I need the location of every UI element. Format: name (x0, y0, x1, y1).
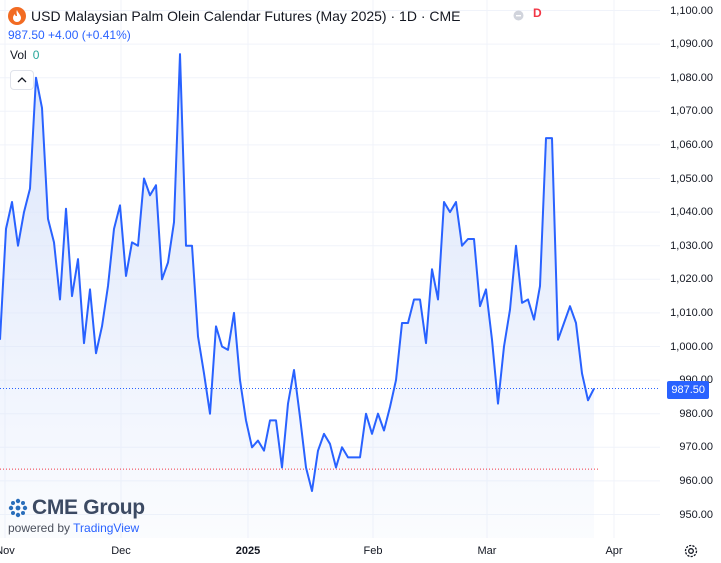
price-axis-tick: 1,040.00 (670, 206, 713, 219)
price-axis-tick: 1,030.00 (670, 239, 713, 252)
branding: CME Group powered by TradingView (8, 496, 145, 535)
symbol-title[interactable]: USD Malaysian Palm Olein Calendar Future… (31, 8, 461, 24)
time-axis-tick: Mar (477, 545, 497, 557)
delayed-data-badge[interactable]: D (533, 6, 542, 20)
price-axis-tick: 1,050.00 (670, 172, 713, 185)
powered-by-label: powered by (8, 521, 71, 535)
volume-legend: Vol 0 (10, 48, 39, 62)
price-axis-tick: 1,000.00 (670, 340, 713, 353)
volume-label: Vol (10, 48, 27, 62)
price-axis-tick: 960.00 (679, 474, 713, 487)
time-axis-tick: Nov (0, 545, 15, 557)
chevron-up-icon (17, 77, 27, 83)
price-axis-tick: 1,080.00 (670, 71, 713, 84)
price-axis-tick: 970.00 (679, 441, 713, 454)
price-axis-tick: 950.00 (679, 508, 713, 521)
tradingview-link[interactable]: TradingView (73, 521, 140, 535)
price-axis-tick: 1,090.00 (670, 38, 713, 51)
cme-symbol-logo-icon (8, 7, 26, 25)
price-area-fill (0, 54, 594, 539)
cme-group-logo-icon (8, 498, 28, 518)
collapse-legend-button[interactable] (10, 70, 34, 90)
price-line-series (0, 53, 595, 492)
chart-header: USD Malaysian Palm Olein Calendar Future… (8, 6, 460, 44)
time-axis-tick: Feb (363, 545, 383, 557)
time-axis-tick: Apr (605, 545, 623, 557)
time-axis-tick: 2025 (235, 545, 261, 557)
price-axis-tick: 1,100.00 (670, 4, 713, 17)
price-axis-tick: 1,020.00 (670, 273, 713, 286)
price-axis-tick: 1,060.00 (670, 138, 713, 151)
price-axis-tick: 1,010.00 (670, 306, 713, 319)
powered-by-text: powered by TradingView (8, 521, 145, 535)
market-status-icon[interactable] (513, 10, 524, 21)
last-price-label: 987.50 (667, 381, 709, 399)
price-change: 987.50 +4.00 (+0.41%) (8, 28, 131, 42)
volume-value: 0 (32, 48, 40, 62)
cme-group-wordmark: CME Group (32, 496, 145, 519)
settings-gear-icon[interactable] (683, 543, 699, 559)
time-axis-tick: Dec (111, 545, 131, 557)
price-axis-tick: 980.00 (679, 407, 713, 420)
price-axis-tick: 1,070.00 (670, 105, 713, 118)
